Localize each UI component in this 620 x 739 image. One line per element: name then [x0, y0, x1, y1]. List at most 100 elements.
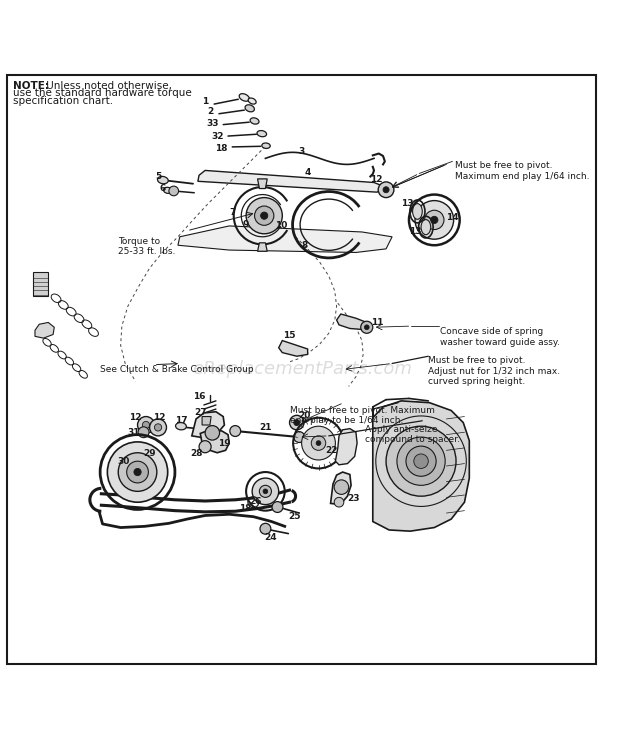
Text: 18: 18: [215, 144, 228, 153]
Text: See Clutch & Brake Control Group: See Clutch & Brake Control Group: [100, 364, 253, 374]
Ellipse shape: [164, 187, 172, 194]
Text: eReplacementParts.com: eReplacementParts.com: [192, 361, 412, 378]
Text: 16: 16: [193, 392, 205, 401]
Circle shape: [259, 486, 272, 497]
Text: 27: 27: [194, 409, 206, 418]
Ellipse shape: [412, 204, 422, 219]
Text: Must be free to pivot.
Maximum end play 1/64 inch.: Must be free to pivot. Maximum end play …: [456, 161, 590, 181]
Text: 21: 21: [259, 423, 272, 432]
Text: NOTE:: NOTE:: [13, 81, 49, 91]
Circle shape: [252, 478, 278, 505]
Polygon shape: [198, 171, 386, 192]
Text: 22: 22: [326, 446, 338, 455]
Text: 8: 8: [301, 241, 308, 250]
Text: 4: 4: [304, 168, 311, 177]
Circle shape: [272, 502, 283, 512]
Text: Torque to
25-33 ft. lbs.: Torque to 25-33 ft. lbs.: [118, 236, 175, 256]
Ellipse shape: [421, 219, 431, 235]
Polygon shape: [257, 243, 267, 251]
Circle shape: [246, 197, 282, 234]
Text: 9: 9: [243, 220, 249, 229]
Circle shape: [386, 426, 456, 496]
Circle shape: [397, 437, 445, 486]
Circle shape: [316, 440, 321, 446]
Circle shape: [415, 200, 454, 239]
Polygon shape: [192, 412, 224, 438]
Polygon shape: [257, 179, 267, 188]
Text: 1: 1: [202, 97, 208, 106]
Text: 3: 3: [298, 146, 305, 156]
Circle shape: [260, 523, 271, 534]
Text: specification chart.: specification chart.: [13, 95, 113, 106]
Text: 2: 2: [208, 107, 214, 117]
Text: 20: 20: [298, 411, 311, 420]
Text: Must be free to pivot.
Adjust nut for 1/32 inch max.
curved spring height.: Must be free to pivot. Adjust nut for 1/…: [428, 356, 560, 386]
Text: 31: 31: [128, 428, 140, 437]
Circle shape: [143, 421, 149, 429]
Text: 33: 33: [206, 120, 219, 129]
Text: 13: 13: [401, 199, 414, 208]
Text: 10: 10: [275, 222, 287, 231]
Text: 5: 5: [155, 172, 161, 181]
Circle shape: [230, 426, 241, 437]
Text: 30: 30: [117, 457, 130, 466]
Circle shape: [149, 419, 167, 436]
Text: 29: 29: [143, 449, 156, 458]
Circle shape: [365, 325, 369, 330]
Ellipse shape: [250, 118, 259, 124]
Circle shape: [294, 432, 304, 443]
Ellipse shape: [248, 98, 256, 104]
Ellipse shape: [262, 143, 270, 149]
Polygon shape: [202, 417, 211, 425]
Circle shape: [126, 461, 148, 483]
Circle shape: [406, 446, 436, 476]
Text: 26: 26: [249, 497, 262, 505]
Text: 18: 18: [239, 504, 251, 513]
Text: 12: 12: [129, 413, 141, 422]
Polygon shape: [35, 322, 55, 338]
Circle shape: [260, 212, 268, 219]
Text: 24: 24: [264, 533, 277, 542]
Polygon shape: [335, 429, 357, 465]
Bar: [33, 272, 48, 296]
Polygon shape: [373, 401, 469, 531]
Text: 7: 7: [229, 208, 236, 217]
Circle shape: [294, 420, 300, 426]
Circle shape: [334, 480, 348, 494]
Circle shape: [290, 415, 304, 430]
Circle shape: [134, 469, 141, 476]
Ellipse shape: [245, 105, 254, 112]
Circle shape: [199, 440, 211, 453]
Circle shape: [138, 427, 149, 437]
Circle shape: [205, 426, 219, 440]
Text: 14: 14: [446, 213, 459, 222]
Circle shape: [118, 453, 157, 491]
Text: 11: 11: [371, 318, 383, 327]
Text: Apply anti-seize
compound to spacer.: Apply anti-seize compound to spacer.: [365, 425, 460, 444]
Text: 19: 19: [218, 438, 231, 448]
Text: 28: 28: [190, 449, 202, 458]
Text: 23: 23: [347, 494, 360, 503]
Circle shape: [255, 206, 274, 225]
Circle shape: [383, 187, 389, 193]
Text: 12: 12: [153, 413, 166, 422]
Ellipse shape: [157, 177, 168, 184]
Ellipse shape: [239, 94, 249, 101]
Circle shape: [311, 436, 326, 450]
Ellipse shape: [175, 423, 187, 430]
Text: 17: 17: [175, 415, 187, 425]
Polygon shape: [200, 430, 229, 453]
Circle shape: [107, 442, 167, 503]
Polygon shape: [330, 472, 351, 505]
Circle shape: [169, 186, 179, 196]
Circle shape: [361, 321, 373, 333]
Circle shape: [334, 497, 344, 507]
Circle shape: [154, 423, 162, 431]
Circle shape: [414, 454, 428, 469]
Circle shape: [138, 417, 154, 434]
Text: Unless noted otherwise,: Unless noted otherwise,: [43, 81, 172, 91]
Circle shape: [425, 211, 444, 230]
Polygon shape: [178, 226, 392, 253]
Text: Must be free to pivot. Maximum
end play to be 1/64 inch.: Must be free to pivot. Maximum end play …: [290, 406, 435, 425]
Circle shape: [431, 217, 438, 223]
